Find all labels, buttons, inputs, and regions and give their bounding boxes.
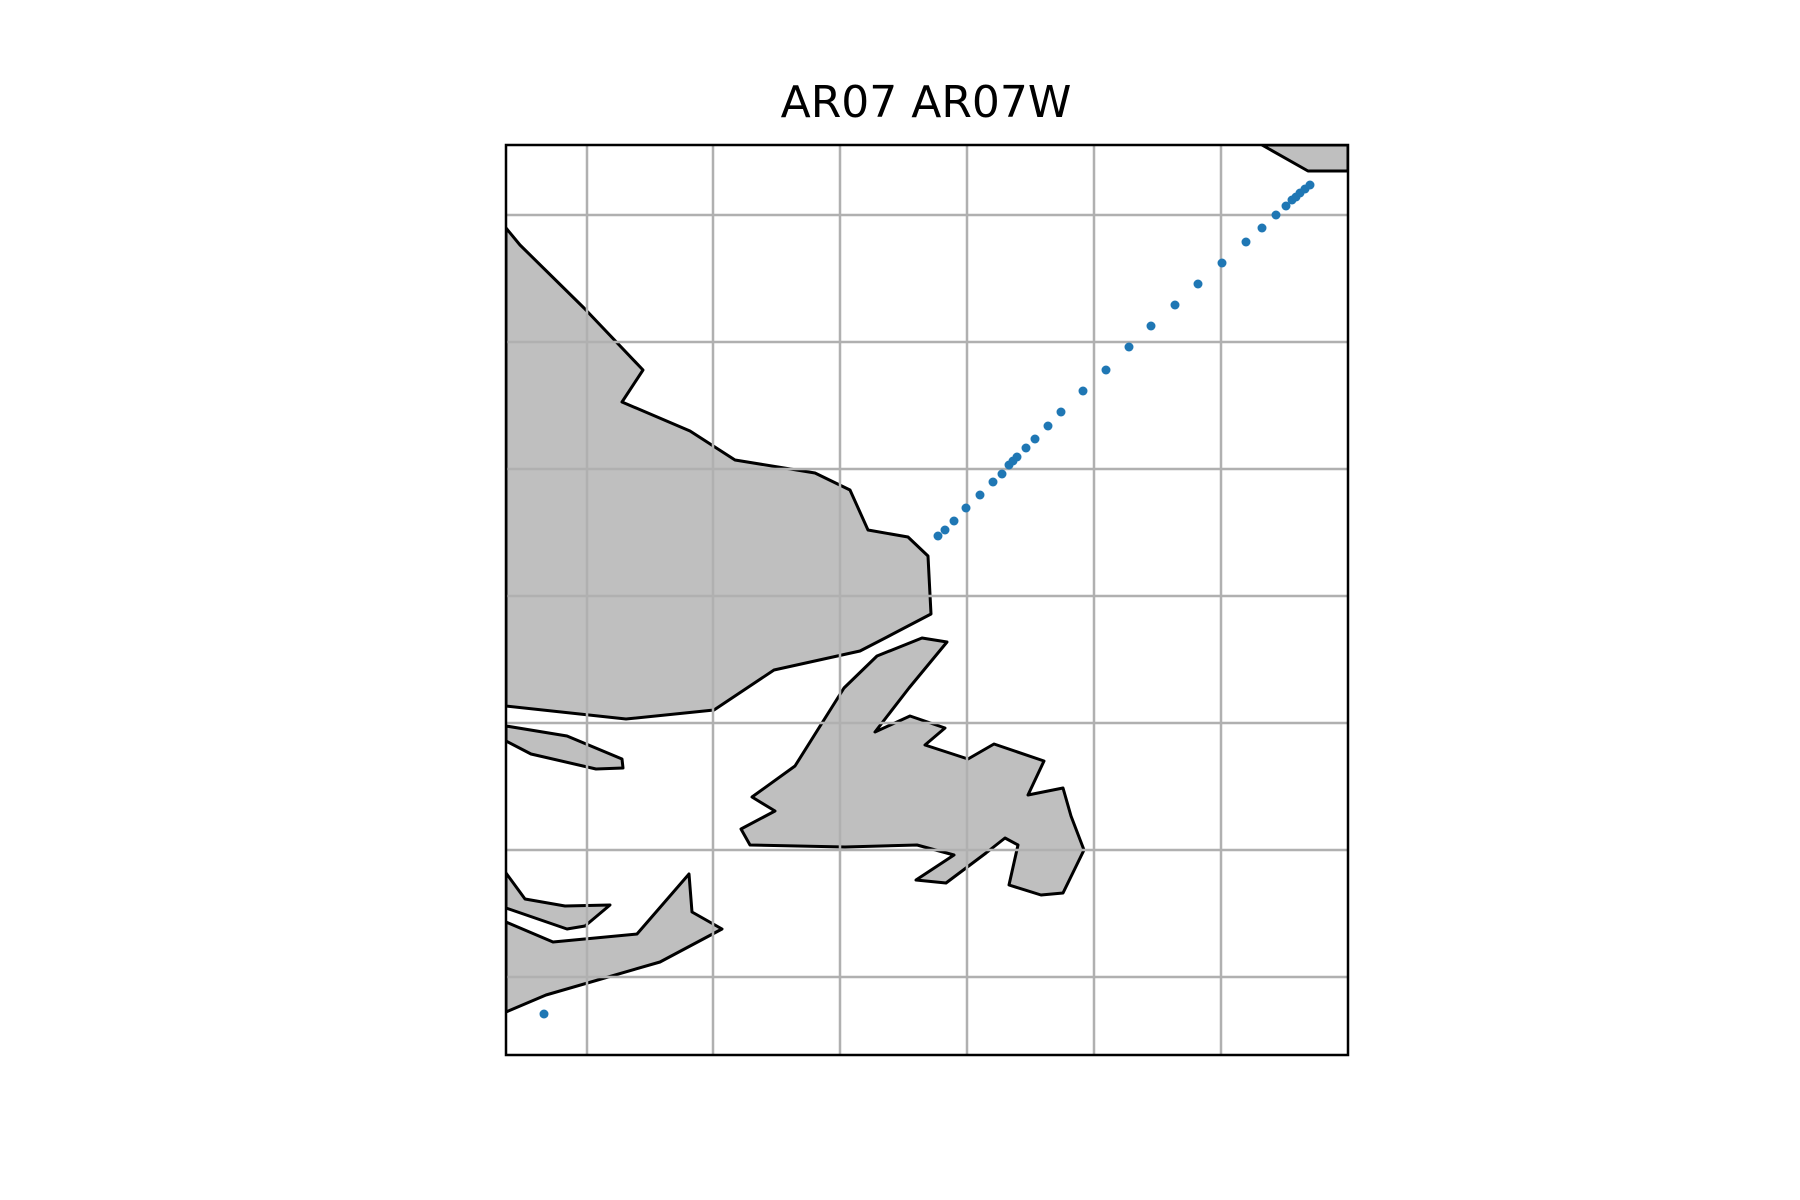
station-marker — [933, 531, 943, 541]
cape-breton-island — [506, 871, 612, 931]
map-title: AR07 AR07W — [781, 77, 1072, 128]
gridlines — [506, 145, 1348, 1055]
station-marker — [1257, 223, 1267, 233]
station-track — [539, 180, 1315, 1019]
station-marker — [1146, 321, 1156, 331]
anticosti-island — [506, 724, 625, 771]
greenland-coast — [1260, 145, 1348, 173]
newfoundland-island — [739, 636, 1086, 897]
station-marker — [1271, 210, 1281, 220]
station-marker — [1030, 434, 1040, 444]
station-marker — [988, 477, 998, 487]
map-frame — [504, 143, 1350, 1057]
station-marker — [1043, 421, 1053, 431]
station-marker — [940, 525, 950, 535]
station-marker — [1170, 300, 1180, 310]
station-marker — [1078, 386, 1088, 396]
station-marker — [975, 490, 985, 500]
station-marker — [961, 503, 971, 513]
station-marker — [539, 1009, 549, 1019]
map-area — [506, 145, 1348, 1055]
station-marker — [997, 469, 1007, 479]
station-marker — [1281, 201, 1291, 211]
station-marker — [1056, 407, 1066, 417]
station-marker — [1101, 365, 1111, 375]
station-marker — [949, 516, 959, 526]
station-marker — [1124, 342, 1134, 352]
station-marker — [1217, 258, 1227, 268]
station-marker — [1193, 279, 1203, 289]
station-marker — [1012, 452, 1022, 462]
station-marker — [1305, 180, 1315, 190]
station-marker — [1021, 443, 1031, 453]
station-marker — [1241, 237, 1251, 247]
